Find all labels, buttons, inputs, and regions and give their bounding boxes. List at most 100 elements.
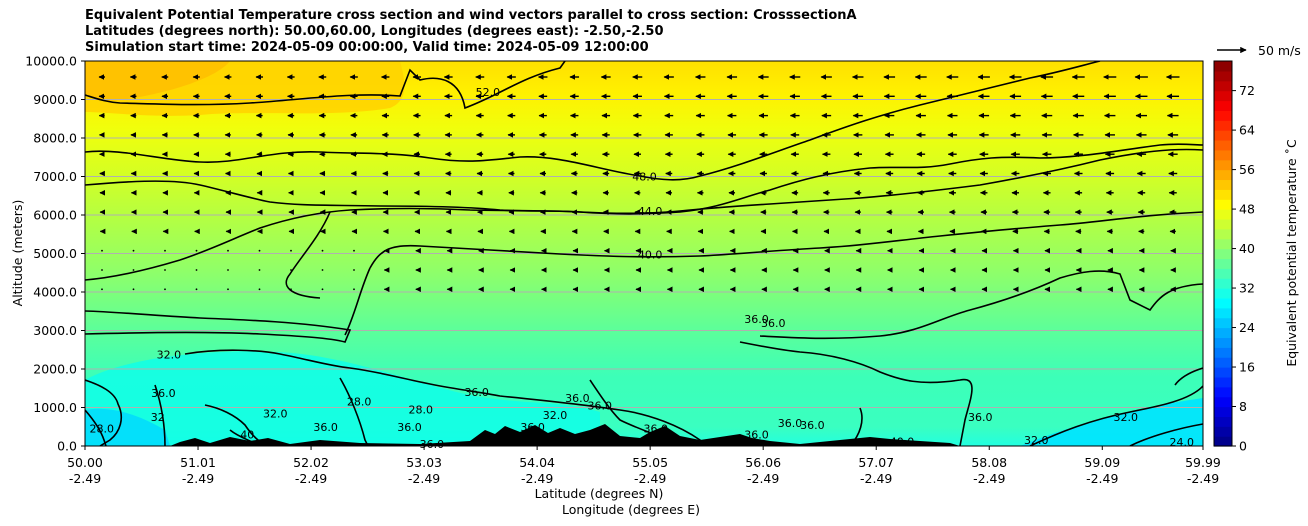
colorbar-segment: [1214, 258, 1232, 269]
x-tick-label-lat: 50.00: [67, 455, 103, 470]
colorbar-segment: [1214, 376, 1232, 388]
contour-label: 32.0: [263, 407, 288, 420]
x-tick-label-lat: 58.08: [971, 455, 1007, 470]
x-tick-label-lon: -2.49: [69, 471, 101, 486]
contour-28b: [1129, 423, 1203, 446]
wind-vector: [164, 249, 166, 252]
y-tick-label: 3000.0: [33, 323, 77, 338]
y-tick-label: 8000.0: [33, 131, 77, 146]
contour-32b: [184, 349, 709, 446]
colorbar-segment: [1214, 248, 1232, 260]
contour-label: 24.0: [1169, 436, 1194, 449]
contour-label: 48.0: [632, 171, 657, 184]
colorbar-tick-label: 56: [1239, 162, 1255, 177]
x-tick-label-lat: 59.99: [1185, 455, 1221, 470]
contour-36c: [759, 270, 1203, 340]
colorbar-tick-label: 16: [1239, 360, 1255, 375]
y-tick-label: 9000.0: [33, 92, 77, 107]
colorbar-segment: [1214, 436, 1232, 447]
wind-vector: [101, 249, 103, 252]
wind-vector: [353, 269, 355, 271]
contour-label: 40.0: [890, 435, 915, 448]
colorbar-segment: [1214, 100, 1232, 111]
y-tick-label: 0.0: [57, 439, 77, 454]
colorbar-segment: [1214, 149, 1232, 161]
x-axis-label-lat: Latitude (degrees N): [535, 486, 664, 501]
contour-label: 36.0: [744, 428, 769, 441]
x-tick-label-lat: 54.04: [519, 455, 555, 470]
colorbar-segment: [1214, 238, 1232, 250]
y-tick-label: 2000.0: [33, 362, 77, 377]
wind-vector: [132, 269, 135, 271]
contour-label: 36.0: [644, 423, 669, 436]
title-line-3: Simulation start time: 2024-05-09 00:00:…: [85, 40, 649, 55]
colorbar-tick-label: 48: [1239, 202, 1255, 217]
contour-36g: [589, 379, 681, 446]
contour-label: 28.0: [347, 396, 372, 409]
colorbar-tick-label: 32: [1239, 281, 1255, 296]
colorbar-segment: [1214, 327, 1232, 339]
colorbar-segment: [1214, 90, 1232, 102]
colorbar-tick-label: 72: [1239, 83, 1255, 98]
contour-40: [85, 148, 1203, 281]
contour-52: [85, 61, 566, 110]
wind-vector: [227, 249, 229, 252]
colorbar-segment: [1214, 130, 1232, 141]
colorbar-segment: [1214, 337, 1232, 348]
x-tick-label-lon: -2.49: [295, 471, 327, 486]
colorbar-segment: [1214, 61, 1232, 72]
colorbar-segment: [1214, 110, 1232, 121]
y-tick-label: 4000.0: [33, 285, 77, 300]
contour-labels: 52.048.044.040.036.036.032.036.0 36.036.0…: [90, 86, 1194, 451]
wind-vector: [164, 288, 166, 291]
contour-label: 36.0: [565, 392, 590, 405]
colorbar-segment: [1214, 159, 1232, 171]
colorbar-tick-label: 40: [1239, 241, 1255, 256]
y-tick-label: 5000.0: [33, 246, 77, 261]
x-tick-label-lon: -2.49: [408, 471, 440, 486]
coldest-patch-left: [85, 408, 170, 446]
wind-vector: [132, 249, 135, 252]
colorbar-label: Equivalent potential temperature ˚C: [1284, 139, 1299, 367]
contour-label: 36.0: [744, 313, 769, 326]
wind-vector: [353, 249, 355, 252]
colorbar-segment: [1214, 396, 1232, 408]
contour-label: 36.0: [420, 438, 445, 451]
x-tick-label-lon: -2.49: [1086, 471, 1118, 486]
y-axis: 0.0 1000.0 2000.0 3000.0 4000.0 5000.0 6000.0 7…: [25, 54, 85, 454]
x-tick-label-lon: -2.49: [634, 471, 666, 486]
wind-vector: [290, 288, 292, 291]
contour-label: 36.0: [313, 421, 338, 434]
x-tick-label-lon: -2.49: [747, 471, 779, 486]
contour-label: 36.0: [800, 419, 825, 432]
y-tick-label: 6000.0: [33, 208, 77, 223]
x-tick-label-lon: -2.49: [182, 471, 214, 486]
terrain: [170, 424, 960, 446]
colorbar-segment: [1214, 218, 1232, 230]
contour-32c: [154, 384, 166, 446]
wind-vector: [290, 249, 292, 252]
x-tick-label-lon: -2.49: [860, 471, 892, 486]
wind-vector: [321, 249, 324, 252]
colorbar-frame: [1213, 60, 1233, 447]
colorbar-segment: [1214, 120, 1232, 131]
colorbar-segment: [1214, 228, 1232, 240]
contour-40d: [229, 429, 261, 446]
cool-region-low-left: [85, 351, 600, 446]
wind-vector: [164, 269, 166, 271]
contour-label: 36.0: [151, 387, 176, 400]
quiver-key: 50 m/s: [1217, 43, 1301, 58]
contour-36f: [339, 377, 369, 446]
colorbar-segment: [1214, 406, 1232, 417]
colorbar-segment: [1214, 386, 1232, 398]
wind-vector: [227, 288, 229, 291]
contour-label: 36.0: [588, 400, 613, 413]
contour-label: 40.0: [638, 248, 663, 261]
colorbar-segment: [1214, 416, 1232, 427]
wind-vector: [195, 269, 198, 271]
colorbar-segment: [1214, 139, 1232, 151]
colorbar-segment: [1214, 199, 1232, 210]
contour-28: [85, 409, 107, 446]
contour-40c: [369, 211, 1203, 269]
